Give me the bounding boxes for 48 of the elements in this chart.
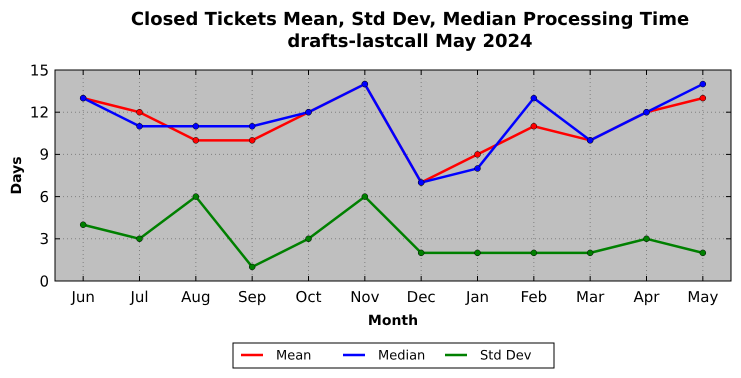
point — [700, 94, 706, 102]
point — [80, 221, 86, 228]
point — [418, 250, 424, 256]
x-tick-label: Jun — [70, 288, 95, 306]
x-tick-label: Feb — [520, 288, 548, 306]
y-tick-label: 9 — [39, 146, 49, 164]
point — [530, 250, 538, 256]
y-axis-title: Days — [9, 156, 25, 195]
x-tick-label: May — [687, 288, 718, 306]
x-tick-label: Mar — [576, 288, 606, 306]
x-axis-title: Month — [368, 313, 418, 329]
point — [643, 236, 650, 242]
point — [700, 250, 706, 256]
legend-label: Std Dev — [480, 348, 532, 364]
y-tick-label: 3 — [39, 230, 49, 248]
point — [136, 236, 143, 242]
x-tick-label: Apr — [634, 288, 660, 306]
point — [530, 94, 538, 102]
point — [700, 80, 706, 88]
point — [192, 137, 200, 144]
point — [248, 123, 256, 130]
point — [248, 264, 256, 270]
x-tick-label: Nov — [350, 288, 380, 306]
point — [192, 123, 200, 130]
point — [586, 250, 594, 256]
y-tick-label: 15 — [30, 61, 49, 80]
chart-title: Closed Tickets Mean, Std Dev, Median Processing Time drafts-lastcall May 2024 — [130, 9, 690, 52]
point — [192, 193, 200, 200]
x-tick-label: Aug — [181, 288, 210, 306]
y-tick-label: 12 — [30, 103, 49, 122]
y-tick-label: 6 — [39, 188, 49, 206]
point — [136, 123, 143, 130]
x-tick-label: Oct — [296, 288, 322, 306]
legend-label: Median — [378, 348, 426, 364]
point — [248, 137, 256, 144]
legend-label: Mean — [276, 348, 312, 364]
point — [474, 151, 481, 158]
point — [474, 250, 481, 256]
point — [362, 193, 368, 200]
point — [474, 165, 481, 172]
x-tick-label: Sep — [238, 288, 266, 306]
point — [530, 123, 538, 130]
point — [136, 108, 143, 116]
x-tick-label: Jul — [129, 288, 149, 306]
y-tick-label: 0 — [39, 272, 49, 290]
point — [305, 236, 312, 242]
x-tick-label: Jan — [464, 288, 490, 306]
x-tick-label: Dec — [406, 288, 436, 306]
